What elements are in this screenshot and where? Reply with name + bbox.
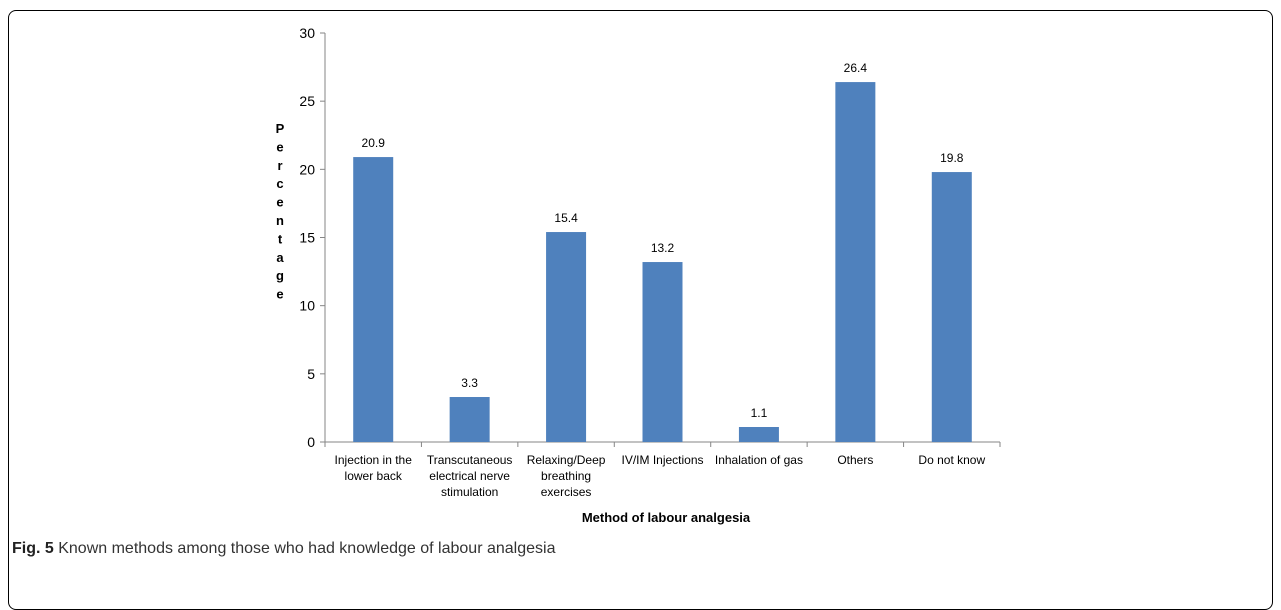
figure-label: Fig. 5	[12, 540, 54, 557]
data-label: 15.4	[554, 211, 578, 225]
bar	[835, 82, 876, 442]
x-axis	[324, 441, 1001, 447]
bar	[449, 397, 490, 442]
y-tick-label: 25	[299, 93, 315, 109]
figure-caption: Fig. 5 Known methods among those who had…	[12, 540, 555, 558]
data-label: 19.8	[940, 151, 964, 165]
x-axis-title: Method of labour analgesia	[582, 510, 751, 525]
category-label: Transcutaneous electrical nerve stimulatio…	[427, 453, 513, 499]
data-label: 3.3	[461, 376, 478, 390]
data-labels: 20.9 3.3 15.4 13.2 1.1 26.4 19.8	[362, 61, 964, 420]
y-tick-label: 10	[299, 298, 315, 314]
y-tick-label: 20	[299, 161, 315, 177]
data-label: 13.2	[651, 241, 675, 255]
data-label: 26.4	[844, 61, 868, 75]
bars	[353, 82, 972, 442]
category-label: Relaxing/Deep breathing exercises	[527, 453, 606, 499]
y-tick-label: 5	[307, 366, 315, 382]
y-tick-label: 15	[299, 230, 315, 246]
category-label: IV/IM Injections	[621, 453, 703, 467]
bar	[931, 172, 972, 442]
bar	[642, 262, 683, 442]
data-label: 20.9	[362, 136, 386, 150]
caption-text: Known methods among those who had knowle…	[58, 540, 556, 557]
y-axis: 0 5 10 15 20 25 30	[299, 25, 326, 450]
category-label: Others	[837, 453, 873, 467]
bar	[546, 232, 587, 442]
bar	[738, 427, 779, 442]
category-label: Do not know	[918, 453, 985, 467]
data-label: 1.1	[751, 406, 768, 420]
category-label: Injection in the lower back	[335, 453, 413, 483]
y-tick-label: 0	[307, 434, 315, 450]
category-label: Inhalation of gas	[715, 453, 803, 467]
category-labels: Injection in the lower back Transcutaneous…	[335, 453, 986, 499]
y-tick-label: 30	[299, 25, 315, 41]
bar	[353, 157, 394, 442]
